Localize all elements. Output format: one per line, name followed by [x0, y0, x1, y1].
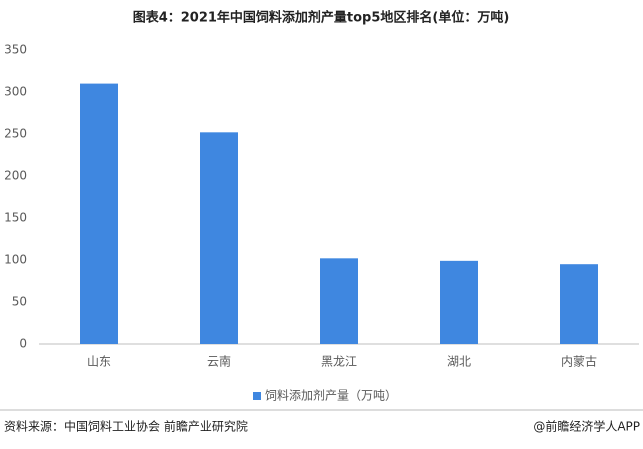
bar: [560, 264, 598, 344]
credit: @前瞻经济学人APP: [533, 419, 640, 434]
bar: [320, 258, 358, 344]
x-tick-label: 山东: [87, 355, 111, 369]
y-tick-label: 200: [4, 169, 27, 183]
legend-swatch: [253, 392, 261, 400]
y-tick-label: 250: [4, 127, 27, 141]
source: 资料来源：中国饲料工业协会 前瞻产业研究院: [4, 419, 248, 434]
bar: [440, 260, 478, 344]
x-tick-label: 云南: [207, 354, 231, 369]
bar: [80, 83, 118, 344]
y-tick-label: 150: [4, 211, 27, 225]
y-tick-label: 350: [4, 43, 27, 57]
x-tick-label: 内蒙古: [561, 354, 597, 369]
bar: [200, 132, 238, 344]
x-tick-label: 湖北: [447, 354, 471, 369]
y-tick-label: 300: [4, 85, 27, 99]
legend-label: 饲料添加剂产量（万吨）: [265, 388, 397, 403]
x-tick-label: 黑龙江: [321, 355, 357, 369]
y-tick-label: 50: [12, 295, 27, 309]
chart-title: 图表4：2021年中国饲料添加剂产量top5地区排名(单位：万吨): [133, 10, 510, 26]
y-tick-label: 100: [4, 253, 27, 267]
y-tick-label: 0: [19, 337, 27, 351]
